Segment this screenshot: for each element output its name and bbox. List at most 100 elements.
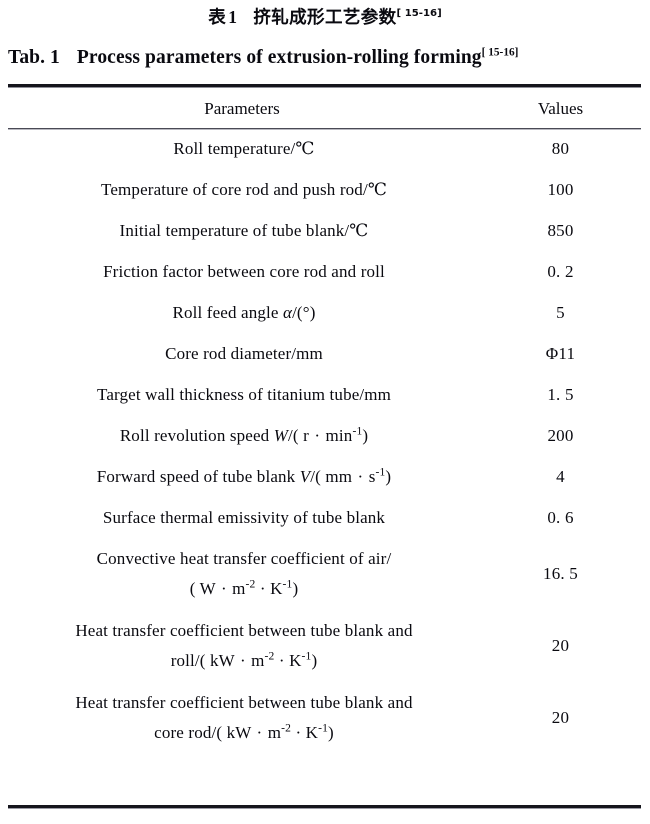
value-cell: 100	[547, 179, 574, 199]
parameter-cell: Roll temperature/℃	[173, 138, 315, 158]
unit-open: ( W	[189, 579, 220, 598]
parameter-line-2: core rod/( kW · m-2 · K-1)	[8, 718, 480, 748]
table-row: Convective heat transfer coefficient of …	[8, 538, 641, 610]
value-cell: 20	[551, 708, 570, 727]
table-head: Parameters Values	[8, 90, 641, 128]
parameter-cell: Heat transfer coefficient between tube b…	[8, 610, 480, 682]
unit-open: /( r	[288, 425, 314, 445]
exponent: -2	[281, 721, 292, 735]
middle-dot: ·	[314, 425, 321, 445]
parameter-line-1: Heat transfer coefficient between tube b…	[75, 621, 413, 640]
table-row: Core rod diameter/mm Φ11	[8, 333, 641, 374]
unit-close: )	[328, 723, 334, 742]
table-row: Initial temperature of tube blank/℃ 850	[8, 210, 641, 251]
middle-dot: ·	[220, 579, 227, 598]
table-row: Surface thermal emissivity of tube blank…	[8, 497, 641, 538]
parameter-cell: Heat transfer coefficient between tube b…	[8, 682, 480, 754]
value-cell: 0. 6	[547, 507, 574, 527]
exponent: -2	[264, 649, 275, 663]
middle-dot: ·	[256, 723, 263, 742]
parameter-text: Roll feed angle	[172, 302, 283, 322]
parameter-cell: Temperature of core rod and push rod/℃	[101, 179, 387, 199]
table-body: Roll temperature/℃ 80 Temperature of cor…	[8, 128, 641, 754]
value-cell: 4	[556, 466, 565, 486]
table-header-row: Parameters Values	[8, 90, 641, 128]
parameter-cell: Friction factor between core rod and rol…	[103, 261, 385, 281]
unit-text: K	[270, 579, 283, 598]
unit-text: m	[246, 651, 265, 670]
parameter-cell: Surface thermal emissivity of tube blank	[102, 507, 386, 527]
parameter-cell: Initial temperature of tube blank/℃	[119, 220, 369, 240]
variable-w: W	[273, 425, 289, 445]
parameter-text: Forward speed of tube blank	[96, 466, 300, 486]
middle-dot: ·	[291, 723, 306, 742]
value-cell: 0. 2	[547, 261, 574, 281]
parameter-text: Roll revolution speed	[119, 425, 274, 445]
parameters-table: Parameters Values Roll temperature/℃ 80 …	[8, 90, 641, 754]
parameter-line-2: ( W · m-2 · K-1)	[8, 574, 480, 604]
unit-text: m	[227, 579, 246, 598]
unit-text: K	[289, 651, 302, 670]
parameter-line-1: Convective heat transfer coefficient of …	[96, 549, 392, 568]
unit-open: roll/( kW	[170, 651, 239, 670]
value-cell: 1. 5	[547, 384, 574, 404]
caption-english-title: Process parameters of extrusion-rolling …	[76, 47, 482, 68]
parameter-cell: Convective heat transfer coefficient of …	[8, 538, 480, 610]
column-header-values: Values	[537, 99, 584, 118]
caption-chinese-title: 挤轧成形工艺参数	[253, 8, 397, 28]
unit-close: )	[362, 425, 369, 445]
parameter-line-2: roll/( kW · m-2 · K-1)	[8, 646, 480, 676]
table-header-rule	[8, 128, 641, 130]
table-row: Target wall thickness of titanium tube/m…	[8, 374, 641, 415]
table-bottom-rule	[8, 805, 641, 809]
caption-chinese-number: 1	[228, 7, 238, 27]
unit-open: core rod/( kW	[154, 723, 256, 742]
unit-open: /( mm	[310, 466, 357, 486]
parameter-cell: Core rod diameter/mm	[165, 343, 323, 363]
table-row: Roll feed angle α/(°) 5	[8, 292, 641, 333]
caption-english-citation: [ 15-16]	[481, 46, 519, 59]
table-row: Heat transfer coefficient between tube b…	[8, 610, 641, 682]
table-top-rule	[8, 84, 641, 88]
table-row: Forward speed of tube blank V/( mm · s-1…	[8, 456, 641, 497]
middle-dot: ·	[239, 651, 246, 670]
unit-text: s	[364, 466, 376, 486]
parameter-unit: /(°)	[292, 302, 316, 322]
exponent: -1	[301, 649, 312, 663]
exponent: -1	[282, 577, 293, 591]
exponent: -1	[318, 721, 329, 735]
value-cell: 20	[551, 636, 570, 655]
value-cell: Φ11	[545, 343, 576, 363]
middle-dot: ·	[274, 651, 290, 670]
table-row: Temperature of core rod and push rod/℃ 1…	[8, 169, 641, 210]
parameter-cell: Target wall thickness of titanium tube/m…	[96, 384, 392, 404]
variable-alpha: α	[282, 302, 293, 322]
parameter-cell: Roll feed angle α/(°)	[8, 292, 480, 333]
parameter-line-1: Heat transfer coefficient between tube b…	[75, 693, 413, 712]
caption-english-label: Tab. 1	[8, 47, 60, 68]
value-cell: 5	[556, 302, 565, 322]
value-cell: 80	[551, 138, 570, 158]
value-cell: 16. 5	[543, 564, 578, 583]
unit-close: )	[311, 651, 318, 670]
parameter-cell: Forward speed of tube blank V/( mm · s-1…	[8, 456, 480, 497]
table-row: Friction factor between core rod and rol…	[8, 251, 641, 292]
middle-dot: ·	[255, 579, 271, 598]
table-row: Roll temperature/℃ 80	[8, 128, 641, 169]
caption-chinese-citation: [ 15-16]	[396, 8, 442, 20]
caption-chinese: 表 1 挤轧成形工艺参数[ 15-16]	[0, 2, 650, 33]
unit-close: )	[385, 466, 392, 486]
parameter-cell: Roll revolution speed W/( r · min-1)	[8, 415, 480, 456]
unit-text: K	[305, 723, 319, 742]
exponent: -1	[375, 464, 386, 478]
exponent: -2	[245, 577, 256, 591]
column-header-parameters: Parameters	[204, 99, 280, 118]
middle-dot: ·	[357, 466, 364, 486]
unit-close: )	[292, 579, 299, 598]
variable-v: V	[299, 466, 311, 486]
unit-text: m	[263, 723, 282, 742]
value-cell: 200	[547, 425, 574, 445]
exponent: -1	[352, 423, 363, 437]
caption-english: Tab. 1 Process parameters of extrusion-ro…	[8, 44, 642, 72]
